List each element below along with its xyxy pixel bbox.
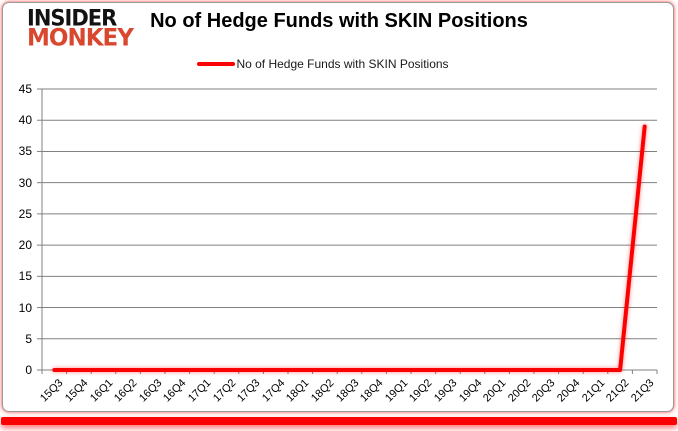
y-tick-label: 20: [18, 238, 32, 253]
plot-area: [37, 88, 658, 374]
y-tick-label: 10: [18, 300, 32, 315]
series-line: [52, 124, 647, 372]
logo-line-monkey: MONKEY: [27, 24, 134, 52]
y-tick-label: 45: [18, 82, 32, 96]
insider-monkey-logo: INSIDER MONKEY: [27, 5, 134, 52]
bottom-red-band: [1, 417, 677, 425]
y-tick-label: 15: [18, 269, 32, 284]
legend-line-marker: [197, 62, 236, 66]
y-tick-label: 25: [18, 206, 32, 221]
logo-line-insider: INSIDER: [27, 5, 117, 31]
legend: No of Hedge Funds with SKIN Positions: [0, 57, 662, 71]
y-tick-label: 40: [18, 113, 32, 128]
legend-label: No of Hedge Funds with SKIN Positions: [236, 57, 449, 71]
y-tick-label: 0: [25, 363, 32, 377]
widget-frame: [2, 2, 674, 412]
y-tick-label: 35: [18, 144, 32, 159]
y-tick-label: 5: [25, 331, 32, 346]
y-tick-label: 30: [18, 175, 32, 190]
chart-title: No of Hedge Funds with SKIN Positions: [150, 10, 528, 32]
